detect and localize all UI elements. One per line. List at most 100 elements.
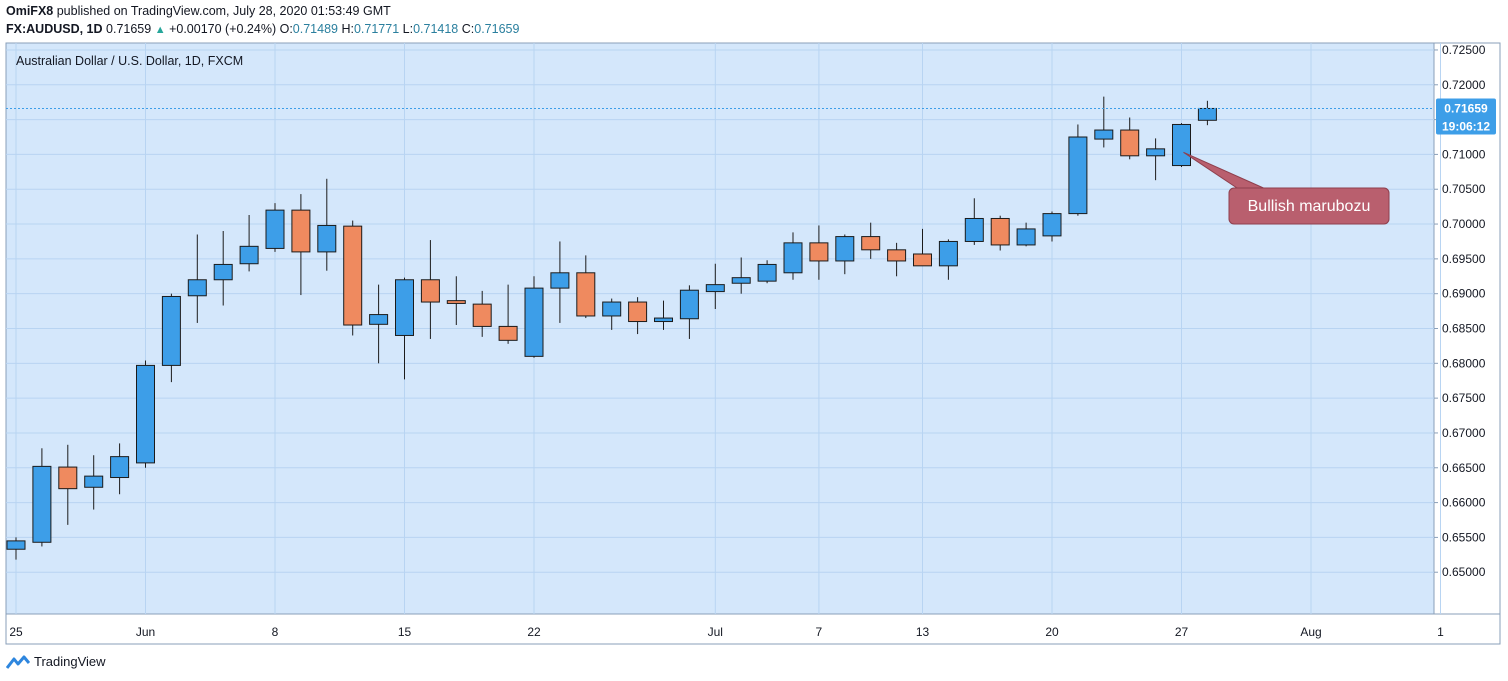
y-tick-label: 0.67500 xyxy=(1442,391,1486,405)
candle-body xyxy=(757,263,777,282)
candle xyxy=(265,203,285,252)
y-tick-label: 0.72500 xyxy=(1442,43,1486,57)
candle-body xyxy=(472,303,492,327)
y-tick-label: 0.66000 xyxy=(1442,496,1486,510)
price-axis[interactable] xyxy=(1433,42,1501,615)
change-text: +0.00170 (+0.24%) xyxy=(169,22,277,36)
candle-body xyxy=(1068,136,1088,215)
candle xyxy=(291,194,311,296)
candle-body xyxy=(1120,129,1140,157)
candle-body xyxy=(913,253,932,267)
y-tick-label: 0.68500 xyxy=(1442,322,1486,336)
candle xyxy=(705,263,725,310)
candle xyxy=(187,234,207,323)
candle-body xyxy=(679,289,699,320)
candle-body xyxy=(58,466,78,490)
candle xyxy=(835,234,855,275)
candle-body xyxy=(1172,123,1191,167)
candle-body xyxy=(6,540,26,550)
high-value: 0.71771 xyxy=(353,22,400,36)
candle xyxy=(809,225,829,280)
publisher-name[interactable]: OmiFX8 xyxy=(6,4,54,18)
annotation-callout[interactable]: Bullish marubozu xyxy=(1183,151,1390,225)
candle-body xyxy=(524,287,544,357)
candle-body xyxy=(628,301,648,323)
x-tick-label: 15 xyxy=(398,625,412,639)
grid-lines xyxy=(6,43,1441,614)
symbol-label: FX:AUDUSD, 1D xyxy=(6,22,103,36)
candle xyxy=(498,284,518,344)
candle xyxy=(472,290,492,337)
y-tick-label: 0.69500 xyxy=(1442,252,1486,266)
candle xyxy=(861,222,881,259)
x-axis-ticks: 25 Jun 8 15 22 Jul 7 13 20 27 Aug 1 xyxy=(9,625,1444,639)
candle xyxy=(550,241,570,323)
candle xyxy=(1068,124,1088,216)
x-tick-label: 7 xyxy=(816,625,823,639)
candle xyxy=(524,276,544,358)
candle xyxy=(576,255,596,319)
candle xyxy=(1042,211,1062,242)
candle-body xyxy=(550,272,570,289)
annotation-text: Bullish marubozu xyxy=(1248,198,1371,215)
candle-body xyxy=(1197,107,1217,121)
candles-group xyxy=(6,96,1217,560)
candle xyxy=(239,214,259,272)
candle-body xyxy=(161,295,181,366)
close-label: C: xyxy=(461,22,475,36)
candle xyxy=(32,448,52,547)
candle xyxy=(369,284,389,364)
ohlc-legend: FX:AUDUSD, 1D 0.71659 ▲ +0.00170 (+0.24%… xyxy=(6,22,519,36)
candle-body xyxy=(1094,129,1114,140)
time-axis[interactable] xyxy=(5,613,1501,645)
y-tick-label: 0.69000 xyxy=(1442,287,1486,301)
candle xyxy=(990,215,1010,251)
last-price-text: 0.71659 xyxy=(106,22,152,36)
candle-body xyxy=(343,225,363,326)
candle xyxy=(317,178,337,271)
y-tick-label: 0.68000 xyxy=(1442,356,1486,370)
candle xyxy=(783,232,803,280)
candle xyxy=(679,285,699,339)
brand-name: TradingView xyxy=(34,654,106,669)
candle-body xyxy=(187,279,207,297)
candle xyxy=(938,239,958,280)
candle-body xyxy=(369,314,389,325)
candle xyxy=(58,444,78,525)
y-tick-label: 0.65000 xyxy=(1442,565,1486,579)
candle-body xyxy=(265,209,285,249)
candle xyxy=(395,277,414,380)
countdown-label: 19:06:12 xyxy=(1442,120,1490,134)
x-tick-label: 1 xyxy=(1437,625,1444,639)
candle xyxy=(1172,123,1191,167)
candle xyxy=(654,300,673,330)
candle xyxy=(84,455,104,510)
low-value: 0.71418 xyxy=(413,22,459,36)
y-tick-label: 0.67000 xyxy=(1442,426,1486,440)
candle-body xyxy=(1042,213,1062,237)
x-tick-label: 22 xyxy=(527,625,541,639)
candle xyxy=(420,240,440,339)
candle-body xyxy=(395,279,414,336)
candle xyxy=(343,220,363,336)
candle xyxy=(602,298,622,330)
candle xyxy=(964,198,984,245)
candle-body xyxy=(887,249,907,262)
candle-body xyxy=(420,279,440,303)
candle xyxy=(6,537,26,560)
candle xyxy=(913,228,932,267)
close-value: 0.71659 xyxy=(474,22,520,36)
candle-body xyxy=(783,242,803,274)
candle-body xyxy=(938,240,958,267)
candle-body xyxy=(602,301,622,317)
candle-body xyxy=(498,325,518,341)
candle xyxy=(757,260,777,284)
candle-body xyxy=(291,209,311,253)
candle-body xyxy=(239,245,259,265)
tradingview-logo[interactable]: TradingView xyxy=(6,654,106,669)
candle xyxy=(1120,117,1140,160)
candle-body xyxy=(809,242,829,262)
x-tick-label: 27 xyxy=(1175,625,1189,639)
tradingview-logo-icon xyxy=(6,655,30,669)
